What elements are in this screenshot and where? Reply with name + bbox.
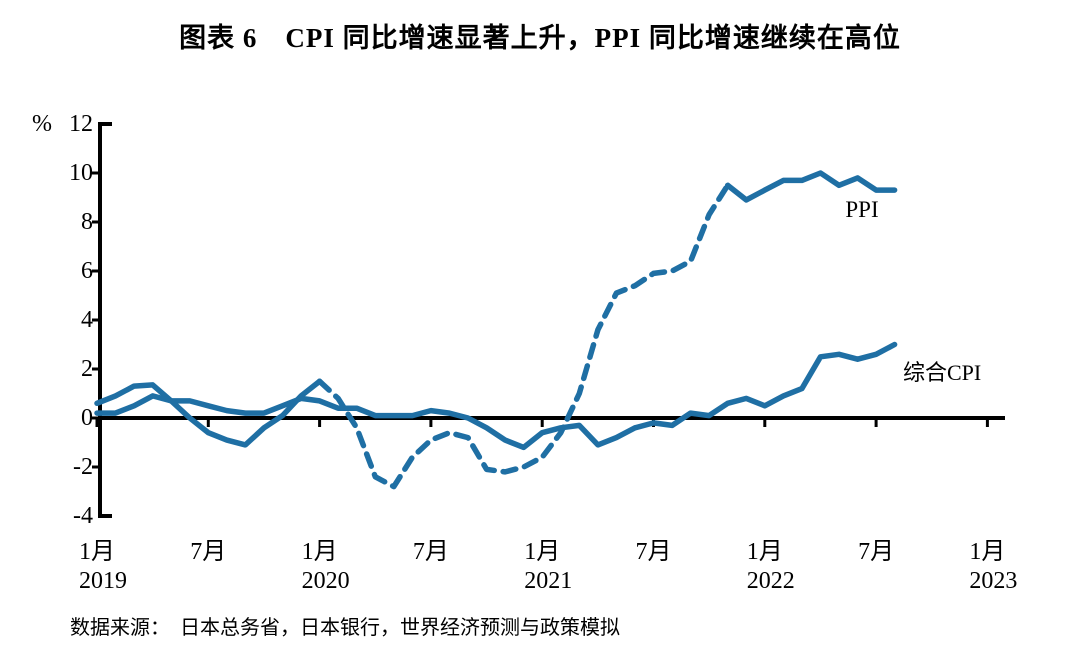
y-tick-label: -4 xyxy=(73,503,93,529)
x-tick-month-label: 7月 xyxy=(190,539,226,565)
ppi-line-solid xyxy=(724,170,898,203)
ppi-line-solid xyxy=(94,378,323,448)
x-tick-year-label: 2023 xyxy=(969,568,1017,594)
composite-cpi-line-solid xyxy=(94,341,898,451)
x-tick-year-label: 2019 xyxy=(79,568,127,594)
y-tick-label: 8 xyxy=(81,209,93,235)
chart-title: 图表 6 CPI 同比增速显著上升，PPI 同比增速继续在高位 xyxy=(179,23,901,53)
x-tick-month-label: 7月 xyxy=(858,539,894,565)
x-tick-month-label: 7月 xyxy=(636,539,672,565)
x-tick-year-label: 2022 xyxy=(747,568,795,594)
x-tick-month-label: 1月 xyxy=(302,539,338,565)
y-tick-label: 2 xyxy=(81,356,93,382)
y-axis-unit-label: % xyxy=(32,111,52,137)
y-tick-label: 12 xyxy=(69,111,93,137)
ppi-series-label: PPI xyxy=(845,197,879,222)
x-tick-month-label: 1月 xyxy=(524,539,560,565)
cpi-series-label: 综合CPI xyxy=(903,360,982,385)
y-tick-label: 0 xyxy=(81,405,93,431)
source-note: 数据来源： 日本总务省，日本银行，世界经济预测与政策模拟 xyxy=(70,617,620,639)
y-tick-label: -2 xyxy=(73,454,93,480)
x-tick-year-label: 2021 xyxy=(524,568,572,594)
ppi-line-dashed xyxy=(316,182,731,490)
x-tick-year-label: 2020 xyxy=(302,568,350,594)
x-tick-month-label: 7月 xyxy=(413,539,449,565)
x-tick-month-label: 1月 xyxy=(969,539,1005,565)
y-tick-label: 4 xyxy=(81,307,93,333)
x-tick-month-label: 1月 xyxy=(79,539,115,565)
y-tick-label: 6 xyxy=(81,258,93,284)
x-tick-month-label: 1月 xyxy=(747,539,783,565)
y-tick-label: 10 xyxy=(69,160,93,186)
